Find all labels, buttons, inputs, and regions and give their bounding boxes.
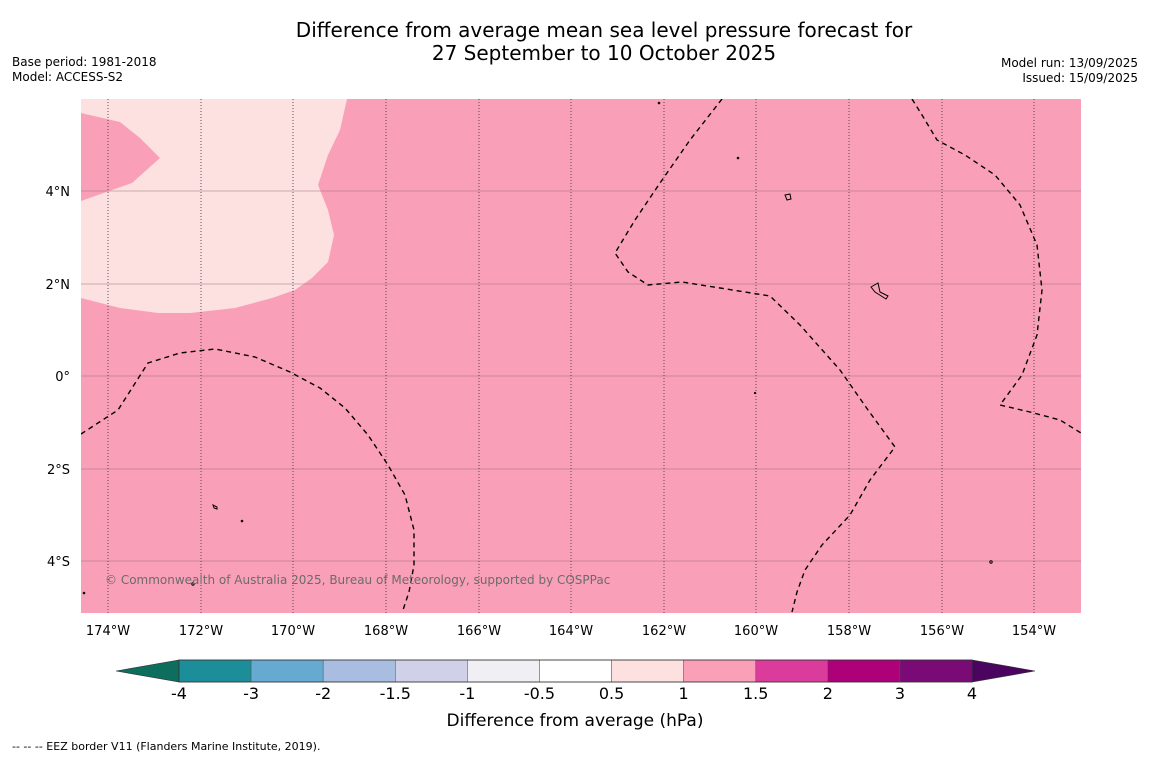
island-7 <box>191 582 195 586</box>
colorbar-tick-label: 1 <box>679 684 689 703</box>
colorbar-cell <box>755 659 829 683</box>
island-4 <box>657 101 661 105</box>
meta-right: Model run: 13/09/2025 Issued: 15/09/2025 <box>1001 56 1138 86</box>
lat-label-4n: 4°N <box>46 185 71 200</box>
colorbar-extend-low <box>115 659 180 683</box>
island-3 <box>212 504 218 510</box>
base-period: Base period: 1981-2018 <box>12 55 157 69</box>
eez-borders <box>81 99 1081 613</box>
lon-label-156w: 156°W <box>920 624 964 639</box>
lon-label-168w: 168°W <box>364 624 408 639</box>
eez-border-central <box>614 99 896 613</box>
meta-left: Base period: 1981-2018 Model: ACCESS-S2 <box>12 55 157 85</box>
eez-border-east <box>911 99 1081 434</box>
map-area: © Commonwealth of Australia 2025, Bureau… <box>81 99 1081 613</box>
issued-date: Issued: 15/09/2025 <box>1022 71 1138 85</box>
colorbar-cell <box>683 659 756 683</box>
lon-label-162w: 162°W <box>642 624 686 639</box>
latitude-labels: 4°N 2°N 0° 2°S 4°S <box>46 185 71 570</box>
lon-label-160w: 160°W <box>734 624 778 639</box>
colorbar-cell <box>395 659 468 683</box>
lon-label-166w: 166°W <box>457 624 501 639</box>
latitude-gridlines <box>81 190 1081 562</box>
colorbar-tick-label: 3 <box>895 684 905 703</box>
eez-border-west <box>81 348 415 611</box>
island-6 <box>240 519 244 523</box>
colorbar-cell <box>899 659 973 683</box>
lon-label-158w: 158°W <box>827 624 871 639</box>
title-line-2: 27 September to 10 October 2025 <box>431 41 777 65</box>
colorbar-extend-high <box>971 659 1036 683</box>
colorbar-tick-label: -2 <box>315 684 331 703</box>
colorbar-cell <box>467 659 540 683</box>
map-title: Difference from average mean sea level p… <box>0 19 1150 65</box>
colorbar-cells <box>178 659 973 683</box>
lat-label-0: 0° <box>55 370 70 385</box>
colorbar-tick-label: 4 <box>967 684 977 703</box>
colorbar-tick-label: -1 <box>459 684 475 703</box>
copyright-text: © Commonwealth of Australia 2025, Bureau… <box>105 573 610 587</box>
colorbar-tick-label: 0.5 <box>599 684 624 703</box>
lon-label-172w: 172°W <box>179 624 223 639</box>
island-5 <box>736 156 740 160</box>
colorbar-title: Difference from average (hPa) <box>447 711 704 731</box>
lon-label-174w: 174°W <box>86 624 130 639</box>
model-run: Model run: 13/09/2025 <box>1000 56 1138 70</box>
colorbar: -4 -3 -2 -1.5 -1 -0.5 0.5 1 1.5 2 3 4 Difference fr… <box>115 659 1036 731</box>
colorbar-tick-label: -4 <box>171 684 187 703</box>
colorbar-cell <box>539 659 612 683</box>
island-9 <box>989 560 993 564</box>
lon-label-170w: 170°W <box>271 624 315 639</box>
colorbar-tick-labels: -4 -3 -2 -1.5 -1 -0.5 0.5 1 1.5 2 3 4 <box>171 684 977 703</box>
anomaly-fill-lobe <box>81 113 160 201</box>
colorbar-cell <box>250 659 324 683</box>
islands <box>82 101 993 595</box>
colorbar-cell <box>611 659 684 683</box>
island-8 <box>753 391 757 395</box>
colorbar-tick-label: 1.5 <box>743 684 768 703</box>
island-10 <box>82 591 86 595</box>
colorbar-cell <box>827 659 901 683</box>
lat-label-2s: 2°S <box>47 463 70 478</box>
colorbar-tick-label: -0.5 <box>524 684 555 703</box>
eez-footnote: -- -- -- EEZ border V11 (Flanders Marine… <box>12 740 321 753</box>
model-name: Model: ACCESS-S2 <box>12 70 124 84</box>
colorbar-tick-label: -3 <box>243 684 259 703</box>
title-line-1: Difference from average mean sea level p… <box>295 18 913 42</box>
island-1 <box>784 193 792 201</box>
longitude-labels: 174°W 172°W 170°W 168°W 166°W 164°W 162°… <box>86 624 1056 639</box>
lat-label-4s: 4°S <box>47 555 70 570</box>
colorbar-tick-label: -1.5 <box>380 684 411 703</box>
colorbar-cell <box>178 659 252 683</box>
lon-label-154w: 154°W <box>1012 624 1056 639</box>
lat-label-2n: 2°N <box>46 278 71 293</box>
colorbar-tick-label: 2 <box>823 684 833 703</box>
lon-label-164w: 164°W <box>549 624 593 639</box>
colorbar-cell <box>322 659 396 683</box>
colorbar-frame <box>178 659 973 683</box>
island-2 <box>870 282 889 300</box>
